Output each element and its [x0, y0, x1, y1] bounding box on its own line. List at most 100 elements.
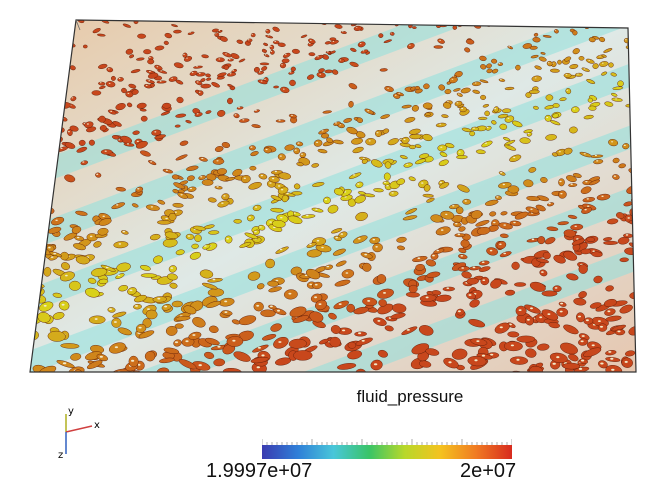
- pressure-glyph: [373, 188, 384, 193]
- pressure-glyph: [619, 304, 633, 314]
- glyph-highlight: [157, 297, 161, 300]
- pressure-glyph: [267, 280, 279, 287]
- glyph-highlight: [510, 344, 514, 347]
- glyph-highlight: [624, 360, 628, 363]
- pressure-glyph: [211, 28, 220, 33]
- pressure-glyph: [539, 269, 548, 277]
- pressure-glyph: [88, 315, 106, 325]
- glyph-highlight: [386, 185, 389, 187]
- pressure-glyph: [371, 159, 383, 168]
- glyph-highlight: [610, 357, 614, 360]
- pressure-glyph: [214, 146, 224, 152]
- glyph-highlight: [273, 226, 276, 229]
- pressure-glyph: [603, 48, 613, 53]
- pressure-glyph: [376, 274, 387, 284]
- pressure-glyph: [113, 241, 129, 249]
- glyph-highlight: [560, 193, 563, 195]
- glyph-highlight: [224, 311, 228, 313]
- glyph-highlight: [229, 73, 232, 75]
- pressure-glyph: [281, 58, 290, 64]
- pressure-glyph: [261, 48, 267, 53]
- pressure-glyph: [118, 285, 129, 292]
- pressure-glyph: [207, 197, 217, 203]
- pressure-glyph: [346, 303, 355, 313]
- pressure-glyph: [563, 73, 572, 78]
- pressure-glyph: [581, 67, 590, 72]
- pressure-glyph: [153, 255, 163, 264]
- glyph-highlight: [135, 305, 138, 307]
- pressure-glyph: [582, 197, 596, 203]
- pressure-glyph: [333, 300, 349, 310]
- glyph-highlight: [99, 82, 102, 84]
- glyph-highlight: [552, 362, 556, 365]
- glyph-highlight: [62, 362, 67, 365]
- pressure-glyph: [39, 133, 47, 140]
- pressure-glyph: [470, 210, 483, 220]
- glyph-highlight: [269, 221, 272, 223]
- pressure-glyph: [123, 142, 135, 147]
- glyph-highlight: [113, 321, 117, 323]
- glyph-highlight: [314, 283, 318, 286]
- glyph-highlight: [223, 195, 226, 197]
- glyph-highlight: [554, 287, 558, 289]
- glyph-highlight: [270, 51, 273, 52]
- pressure-glyph: [67, 129, 73, 136]
- glyph-highlight: [398, 92, 400, 94]
- pressure-glyph: [212, 158, 225, 165]
- pressure-glyph: [587, 97, 594, 103]
- glyph-highlight: [496, 196, 499, 198]
- pressure-glyph: [164, 32, 173, 39]
- pressure-glyph: [341, 269, 355, 279]
- render-viewport[interactable]: [0, 0, 648, 380]
- pressure-glyph: [633, 119, 636, 124]
- glyph-highlight: [159, 80, 162, 82]
- pressure-glyph: [530, 54, 539, 59]
- glyph-highlight: [440, 146, 443, 148]
- pressure-glyph: [183, 305, 197, 315]
- pressure-glyph: [37, 109, 44, 114]
- pressure-glyph: [355, 337, 373, 346]
- pressure-glyph: [183, 56, 193, 62]
- glyph-highlight: [513, 221, 516, 224]
- pressure-glyph: [407, 43, 415, 50]
- pressure-glyph: [552, 113, 559, 119]
- glyph-highlight: [247, 39, 250, 41]
- pressure-glyph: [480, 94, 487, 100]
- pressure-glyph: [623, 233, 633, 238]
- pressure-glyph: [174, 124, 181, 128]
- glyph-highlight: [508, 46, 511, 48]
- pressure-glyph: [125, 48, 134, 55]
- glyph-highlight: [102, 215, 105, 217]
- pressure-glyph: [515, 64, 521, 71]
- glyph-highlight: [526, 318, 530, 321]
- pressure-glyph: [617, 80, 624, 87]
- pressure-glyph: [157, 69, 168, 74]
- glyph-highlight: [149, 56, 151, 58]
- pressure-glyph: [244, 232, 259, 240]
- pressure-glyph: [330, 325, 341, 334]
- pressure-glyph: [93, 241, 102, 248]
- pressure-glyph: [380, 114, 390, 119]
- pressure-glyph: [268, 176, 280, 183]
- scalar-color-bar: [262, 439, 512, 459]
- glyph-highlight: [200, 176, 203, 178]
- pressure-glyph: [361, 158, 368, 164]
- glyph-highlight: [611, 368, 615, 371]
- glyph-highlight: [432, 254, 435, 257]
- pressure-glyph: [444, 89, 452, 95]
- glyph-highlight: [260, 174, 263, 177]
- pressure-glyph: [44, 99, 55, 107]
- pressure-glyph: [87, 277, 97, 284]
- pressure-glyph: [453, 88, 461, 92]
- glyph-highlight: [456, 102, 459, 104]
- glyph-highlight: [269, 182, 272, 184]
- glyph-highlight: [534, 77, 537, 79]
- glyph-highlight: [608, 351, 612, 353]
- pressure-glyph: [403, 162, 413, 168]
- pressure-glyph: [348, 100, 354, 108]
- pressure-glyph: [289, 306, 307, 318]
- pressure-glyph: [414, 86, 421, 90]
- pressure-glyph: [514, 282, 527, 287]
- pressure-glyph: [280, 86, 290, 94]
- pressure-glyph: [560, 342, 578, 355]
